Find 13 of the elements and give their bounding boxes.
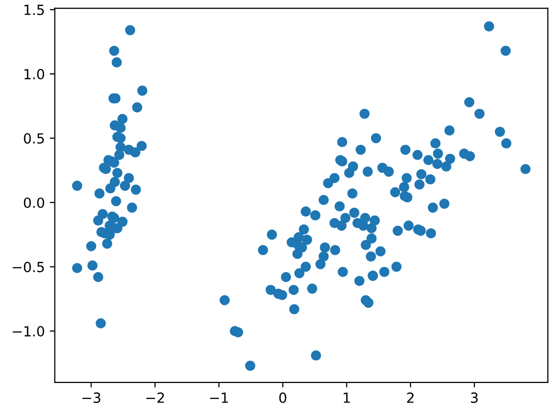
y-tick-label: −0.5 [12, 262, 44, 272]
x-tick-label: −2 [146, 392, 164, 403]
x-tick-label: −1 [210, 392, 228, 403]
x-tick-label: 2 [407, 392, 414, 403]
x-tick-label: 0 [279, 392, 286, 403]
x-tick-label: −3 [82, 392, 100, 403]
y-tick-label: 1.0 [24, 68, 44, 80]
y-tick-label: 0.5 [24, 133, 44, 144]
x-tick-label: 3 [471, 392, 478, 403]
x-tick-label: 1 [344, 392, 350, 403]
y-tick-label: 0.0 [24, 197, 44, 208]
y-tick-label: 1.5 [24, 4, 44, 16]
y-tick-label: −1.0 [12, 326, 44, 337]
